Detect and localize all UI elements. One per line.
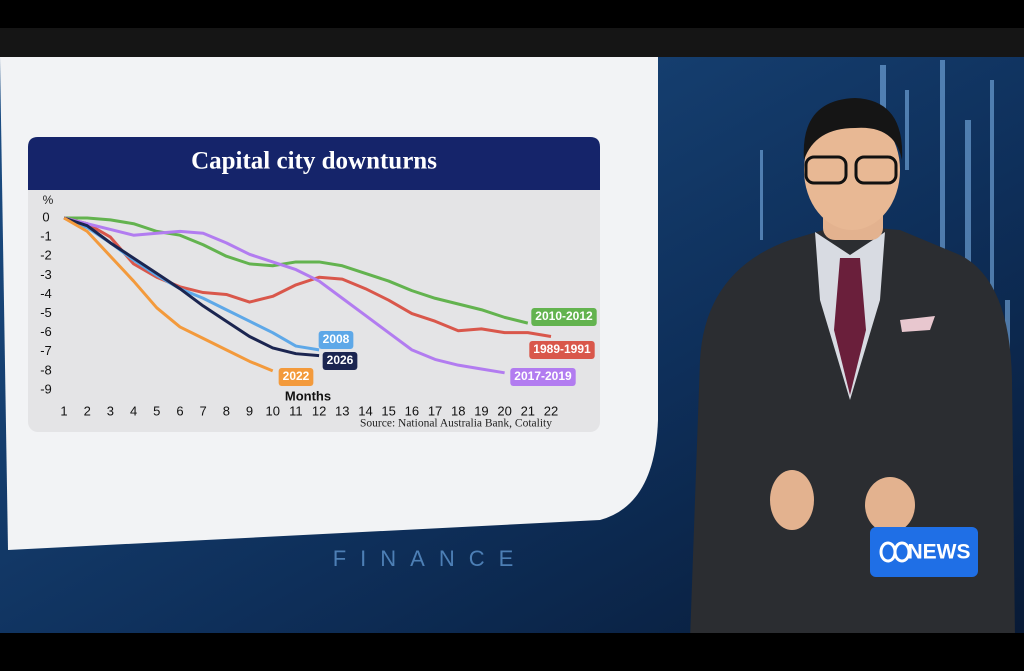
series-label: 2010-2012 [535,309,593,323]
plot: 0-1-2-3-4-5-6-7-8-91 2 3 4 5 6 7 8 9 10 11 12 13 14 15… [40,209,597,418]
series-label-bg [322,352,358,370]
y-tick-label: -9 [40,381,52,396]
series-line [63,216,320,358]
chart-card [28,137,600,432]
x-tick-label: 9 [246,403,253,418]
y-tick-label: -2 [40,248,52,263]
y-tick-label: -5 [40,305,52,320]
x-tick-label: 2 [84,403,91,418]
x-tick-label: 12 [312,403,326,418]
x-tick-label: 22 [544,403,558,418]
x-tick-label: 7 [200,403,207,418]
y-tick-label: -6 [40,324,52,339]
series-label: 2022 [283,369,310,383]
logo-box [870,527,978,577]
x-tick-label: 21 [521,403,535,418]
logo-text: NEWS [908,541,971,564]
bottom-bar [0,633,1024,666]
series-line [63,216,552,338]
y-tick-label: -3 [40,267,52,282]
x-tick-label: 1 [60,403,67,418]
x-tick-label: 10 [265,403,279,418]
y-tick-label: -8 [40,362,52,377]
x-tick-label: 17 [428,403,442,418]
x-tick-label: 20 [497,403,511,418]
series-label-bg [278,368,314,386]
chart-header [28,137,600,190]
y-tick-label: 0 [42,209,49,224]
x-axis-label: Months [285,388,331,403]
x-tick-label: 14 [358,403,372,418]
x-tick-label: 18 [451,403,465,418]
logo-symbol [879,541,911,563]
series-label: 2026 [327,353,354,367]
y-tick-label: -1 [40,229,52,244]
wall-text: FINANCE [333,546,528,571]
x-tick-label: 11 [289,403,303,418]
x-tick-label: 19 [474,403,488,418]
top-bar [0,28,1024,57]
x-tick-label: 15 [381,403,395,418]
series-line [63,216,505,375]
series-label-bg [529,341,595,359]
series-label-bg [510,368,576,386]
x-tick-label: 3 [107,403,114,418]
x-tick-label: 4 [130,403,137,418]
x-tick-label: 16 [405,403,419,418]
source-note: Source: National Australia Bank, Cotalit… [360,418,552,430]
series-label: 2008 [323,332,350,346]
y-unit: % [43,193,54,207]
y-tick-label: -7 [40,343,52,358]
x-tick-label: 6 [176,403,183,418]
series-line [64,216,529,325]
chart-title: Capital city downturns [191,148,437,175]
x-tick-label: 5 [153,403,160,418]
series-label: 1989-1991 [533,342,591,356]
series-label: 2017-2019 [514,369,572,383]
y-tick-label: -4 [40,286,52,301]
x-tick-label: 8 [223,403,230,418]
series-label-bg [318,331,354,349]
x-tick-label: 13 [335,403,349,418]
series-line [63,216,274,373]
series-label-bg [531,308,597,326]
